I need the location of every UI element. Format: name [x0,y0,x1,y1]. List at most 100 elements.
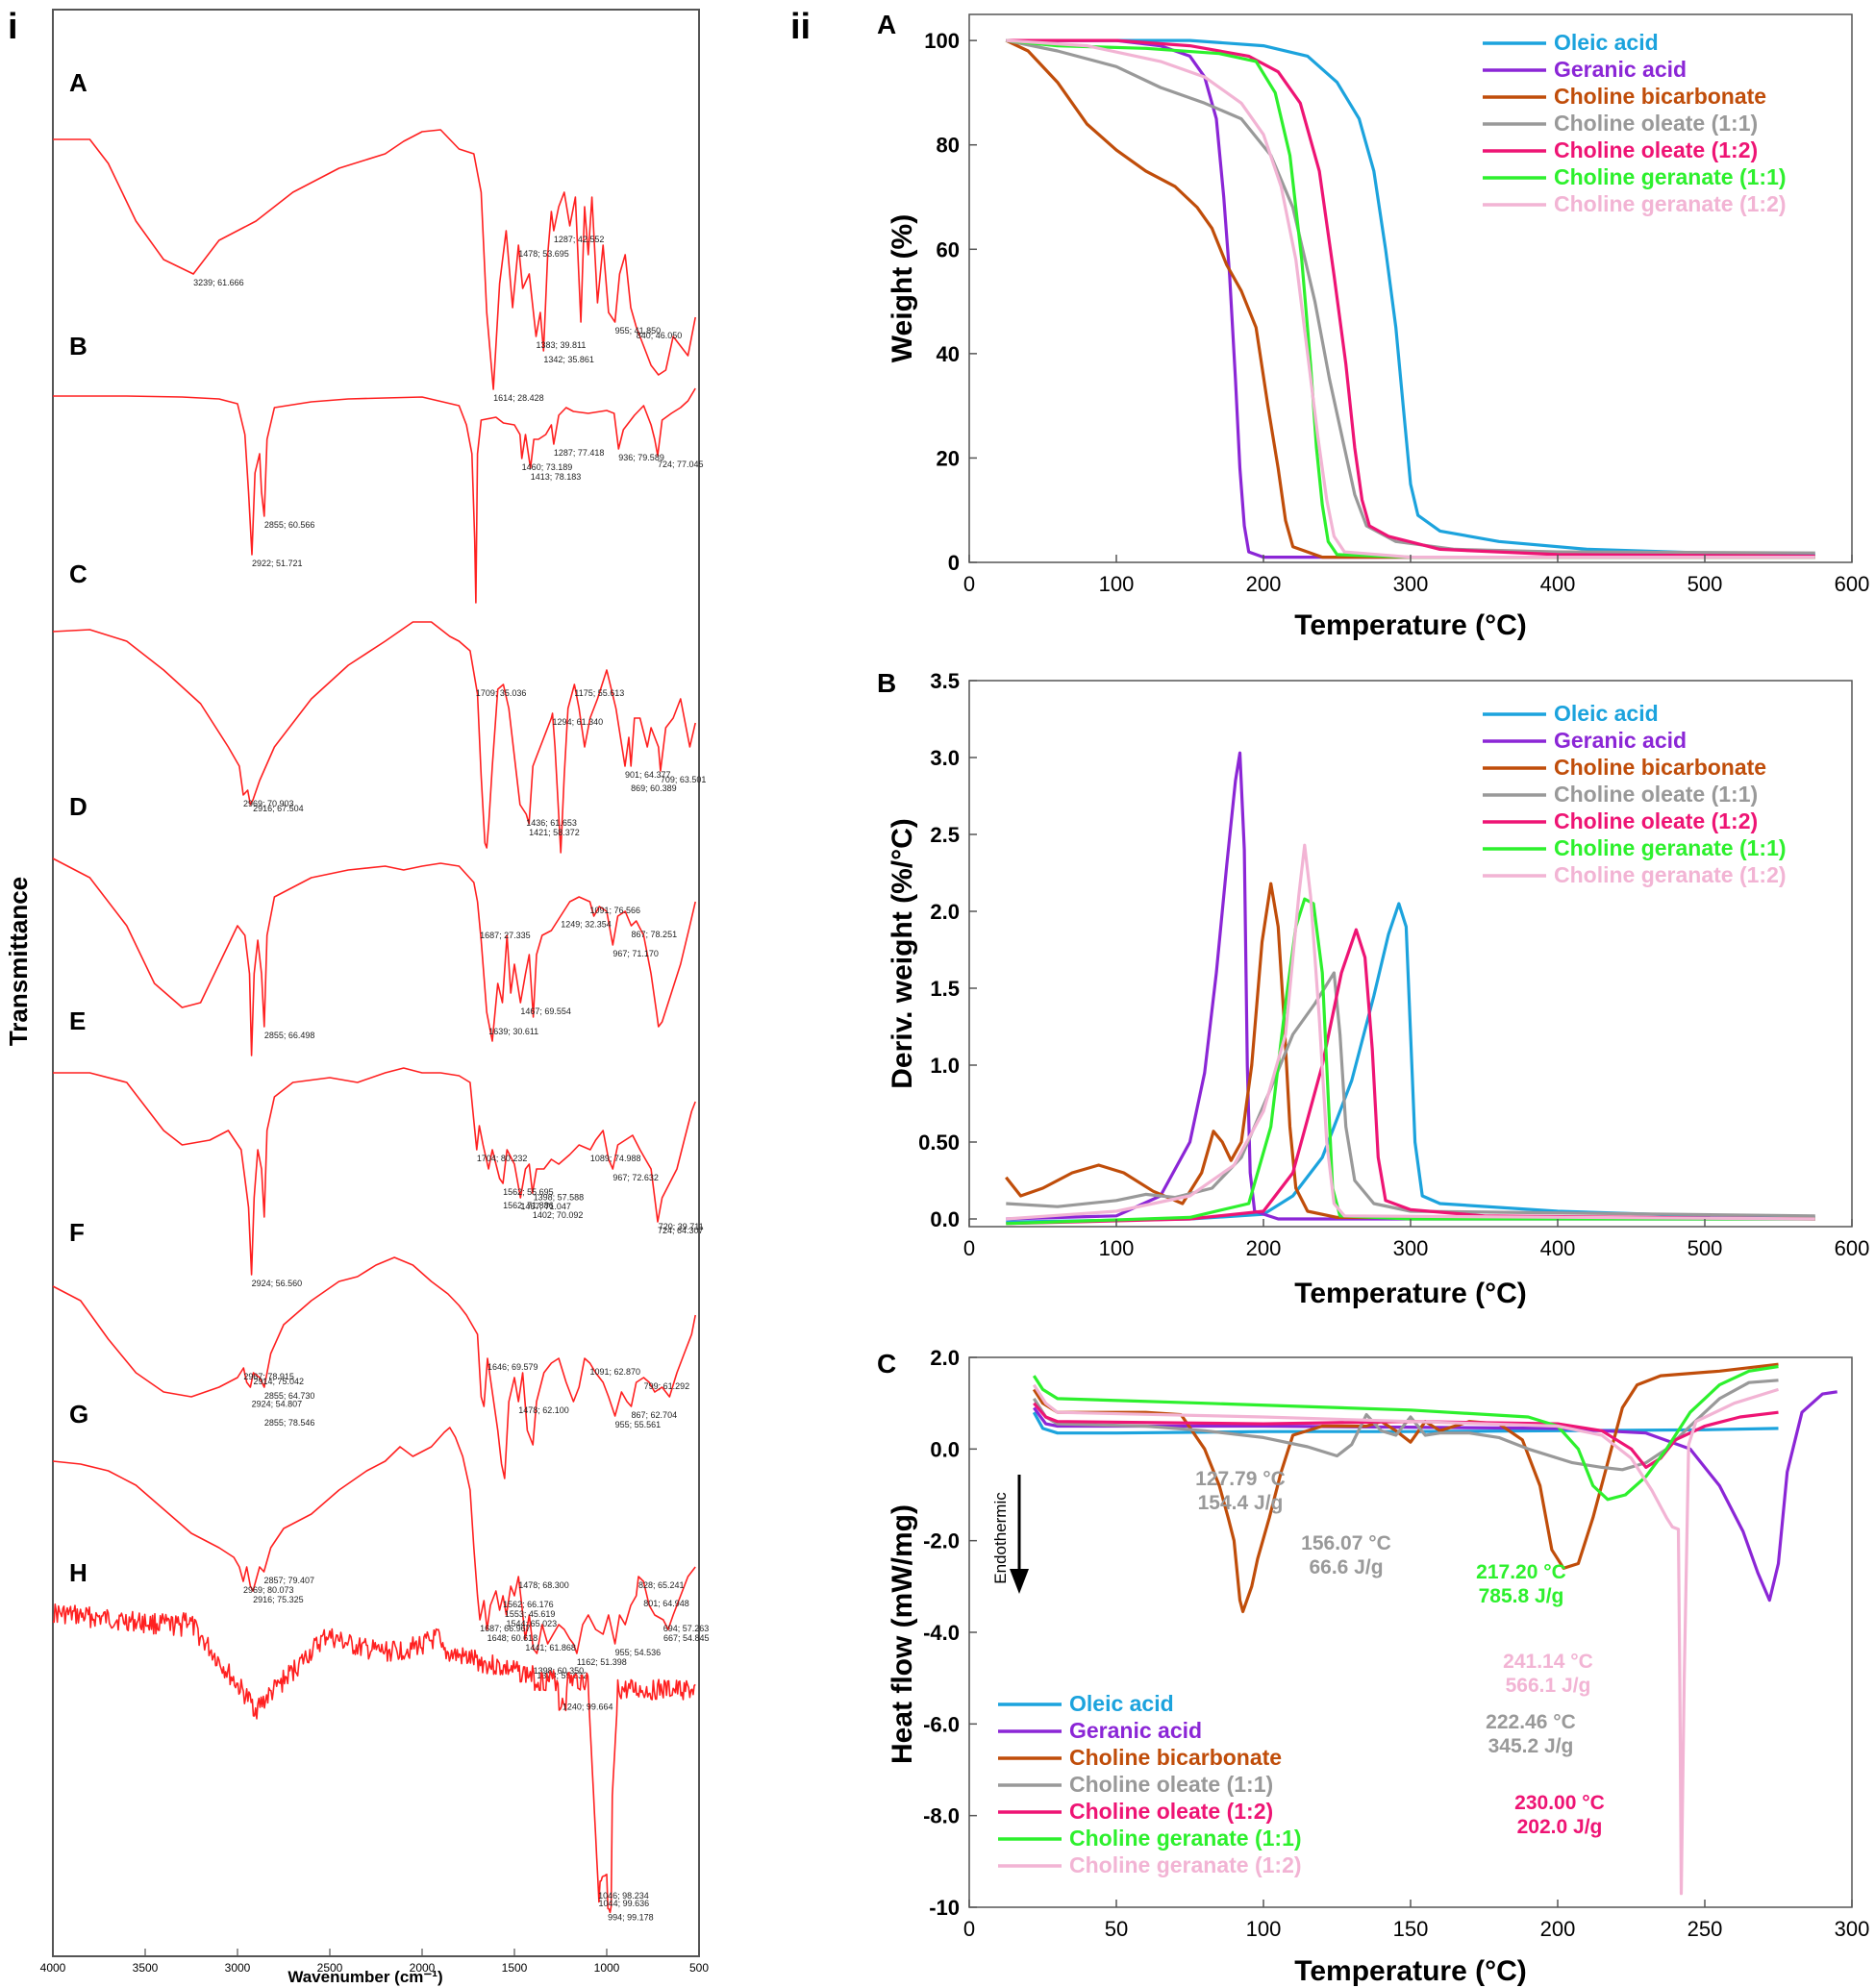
ftir-peak-label: 1044; 99.636 [599,1899,650,1908]
ftir-y-axis-label: Transmittance [4,877,33,1046]
dsc-annotation-2: 156.07 °C [1301,1532,1391,1554]
dsc-legend-label-choline-oleate-1-2: Choline oleate (1:2) [1069,1799,1273,1824]
ftir-peak-label: 1562; 66.176 [503,1600,554,1609]
dsc-x-tick-label: 200 [1540,1917,1576,1941]
ftir-trace-label-c: C [69,559,88,588]
ftir-peak-label: 1240; 99.664 [562,1702,613,1712]
ftir-peak-label: 2916; 75.325 [253,1595,304,1604]
dtg-plot-area [1005,751,1815,1226]
dsc-annotation-5: 222.46 °C [1486,1711,1576,1733]
dsc-y-tick-label: -10 [929,1896,960,1920]
ftir-peak-label: 1544; 65.023 [507,1619,558,1628]
ftir-peak-label: 2855; 64.730 [264,1391,315,1401]
tga-legend-label-geranic-acid: Geranic acid [1554,57,1687,82]
dtg-x-tick-label: 600 [1835,1236,1870,1260]
dtg-series-choline-geranate-1-2 [1006,843,1815,1221]
endothermic-arrow-head [1010,1569,1029,1594]
ftir-peak-label: 724; 64.307 [658,1226,704,1235]
tga-series-choline-oleate-1-2 [1006,38,1815,559]
dtg-series-choline-bicarbonate [1005,882,1815,1221]
ftir-peak-label: 936; 79.589 [618,453,664,462]
tga-x-tick-label: 100 [1099,572,1135,596]
ftir-peak-label: 2922; 51.721 [252,559,303,568]
dsc-annotation-4: 241.14 °C [1503,1651,1593,1673]
dtg-series-geranic-acid [1006,751,1815,1221]
dsc-annotation-5: 345.2 J/g [1488,1735,1574,1757]
dsc-series-choline-geranate-1-1 [1032,1364,1779,1502]
tga-series-choline-geranate-1-2 [1006,38,1815,559]
dtg-x-tick-label: 500 [1688,1236,1723,1260]
tga-y-tick-label: 40 [937,342,960,366]
tga-series-choline-bicarbonate [1005,38,1815,559]
ftir-peak-label: 709; 63.501 [661,775,707,784]
ftir-trace-label-a: A [69,68,88,97]
dsc-plot-area [1032,1362,1838,1896]
dsc-legend-label-choline-bicarbonate: Choline bicarbonate [1069,1745,1282,1770]
dtg-y-tick-label: 3.5 [930,669,960,693]
ftir-peak-label: 1562; 71.886 [503,1201,554,1210]
dtg-legend-label-choline-geranate-1-2: Choline geranate (1:2) [1554,862,1787,887]
ftir-peak-label: 901; 64.377 [625,770,671,780]
ftir-peak-label: 967; 71.170 [612,949,659,958]
ftir-trace-label-f: F [69,1218,85,1247]
dsc-annotation-6: 230.00 °C [1514,1792,1605,1814]
dsc-x-tick-label: 250 [1688,1917,1723,1941]
dsc-x-axis-label: Temperature (°C) [1294,1955,1526,1987]
tga-plot-area [1005,38,1815,559]
ftir-trace-e [53,1067,696,1276]
dtg-y-tick-label: 1.0 [930,1054,960,1078]
dtg-legend-label-oleic-acid: Oleic acid [1554,701,1659,726]
ftir-peak-label: 2924; 56.560 [252,1279,303,1288]
ftir-trace-label-b: B [69,332,88,360]
dsc-y-tick-label: 0.0 [930,1437,960,1461]
ftir-peak-label: 1648; 60.618 [488,1633,538,1643]
ftir-peak-label: 1091; 62.870 [590,1367,641,1377]
dsc-annotation-3: 785.8 J/g [1479,1585,1564,1607]
ftir-trace-f [52,1256,696,1479]
ftir-peak-label: 1478; 53.695 [518,249,569,259]
ftir-peak-label: 694; 57.263 [663,1624,710,1633]
ftir-peak-label: 2916; 67.504 [253,804,304,813]
ftir-peak-label: 1687; 27.335 [480,931,531,940]
ftir-x-tick-label: 1000 [594,1961,620,1975]
dsc-x-tick-label: 150 [1393,1917,1429,1941]
ftir-chart: A 3239; 61.666 1614; 28.428 1478; 53.695 138… [4,9,710,1986]
dtg-x-tick-label: 300 [1393,1236,1429,1260]
dtg-chart: B 0 100 200 300 400 500 600 0.0 0.50 1.0 1.5 2.0 2.5… [877,668,1869,1309]
ftir-peak-label: 840; 46.050 [637,331,683,340]
dtg-y-tick-label: 2.5 [930,823,960,847]
dsc-y-tick-label: -6.0 [923,1712,960,1736]
tga-x-tick-label: 500 [1688,572,1723,596]
ftir-peak-label: 1413; 78.183 [531,472,582,482]
dsc-panel-label: C [877,1349,896,1379]
dsc-series-oleic-acid [1032,1411,1779,1435]
ftir-peak-label: 967; 72.632 [612,1173,659,1182]
ftir-trace-label-h: H [69,1558,88,1587]
ftir-trace-c [52,621,696,854]
ftir-peak-label: 1294; 61.340 [553,717,604,727]
ftir-plot-area: A 3239; 61.666 1614; 28.428 1478; 53.695 138… [52,68,710,1922]
ftir-peak-label: 2857; 79.407 [263,1576,314,1585]
ftir-peak-label: 2969; 80.073 [243,1585,294,1595]
dtg-y-tick-label: 1.5 [930,977,960,1001]
dsc-series-choline-oleate-1-2 [1033,1402,1779,1469]
ftir-trace-label-d: D [69,792,88,821]
ftir-x-axis-label: Wavenumber (cm⁻¹) [288,1968,442,1986]
dsc-y-tick-label: -2.0 [923,1529,960,1553]
tga-legend-label-choline-oleate-1-2: Choline oleate (1:2) [1554,137,1758,162]
ftir-peak-label: 1378; 55.632 [537,1671,588,1680]
dsc-x-tick-label: 100 [1246,1917,1282,1941]
ftir-trace-a [53,129,696,390]
dtg-x-tick-label: 200 [1246,1236,1282,1260]
dtg-x-tick-label: 100 [1099,1236,1135,1260]
ftir-trace-label-g: G [69,1400,88,1429]
dsc-annotation-1: 127.79 °C [1195,1468,1286,1490]
panel-i-label: i [8,7,18,47]
ftir-peak-label: 724; 77.045 [658,460,704,469]
ftir-peak-label: 1704; 80.232 [477,1154,528,1163]
ftir-peak-label: 1398; 60.350 [534,1666,585,1676]
ftir-peak-label: 955; 55.561 [615,1420,662,1429]
tga-series-oleic-acid [1006,38,1815,557]
